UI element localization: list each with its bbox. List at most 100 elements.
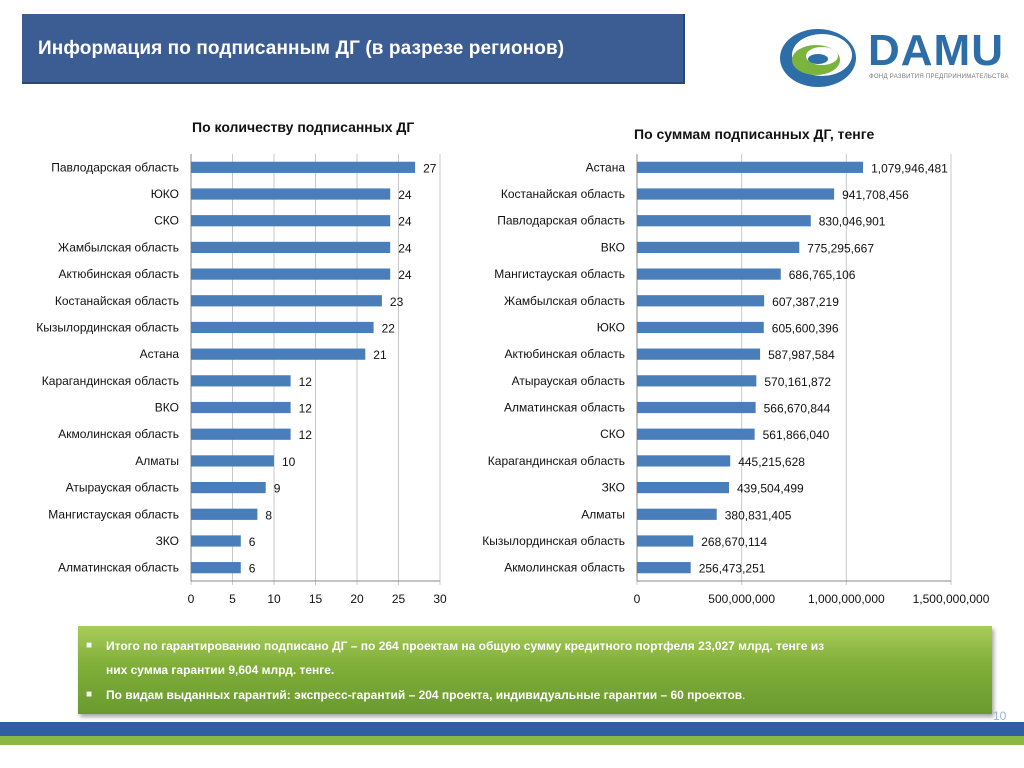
- bar: [191, 241, 391, 254]
- category-label: ЗКО: [602, 481, 625, 495]
- footer-band-green: [0, 736, 1024, 745]
- category-label: ЮКО: [597, 320, 625, 334]
- x-tick-label: 0: [188, 592, 195, 606]
- bar: [637, 161, 864, 173]
- category-label: ЮКО: [151, 187, 179, 201]
- data-label: 380,831,405: [725, 508, 792, 522]
- category-label: Акмолинская область: [504, 561, 625, 575]
- data-label: 21: [373, 348, 387, 362]
- data-label: 445,215,628: [738, 455, 805, 469]
- bar: [191, 508, 258, 520]
- category-label: Актюбинская область: [58, 267, 179, 281]
- bar: [191, 428, 291, 440]
- category-label: Мангистауская область: [494, 267, 625, 281]
- category-label: Жамбылская область: [504, 294, 625, 308]
- category-label: СКО: [600, 427, 625, 441]
- bar: [191, 295, 382, 307]
- data-label: 27: [423, 161, 437, 175]
- x-tick-label: 0: [634, 592, 641, 606]
- data-label: 6: [249, 562, 256, 576]
- bar: [637, 321, 764, 334]
- bar: [637, 455, 731, 467]
- data-label: 570,161,872: [764, 375, 831, 389]
- bar: [191, 268, 391, 280]
- page-number: 10: [993, 709, 1007, 723]
- data-label: 566,670,844: [764, 402, 831, 416]
- category-label: Алматы: [581, 507, 625, 521]
- data-label: 10: [282, 455, 296, 469]
- left-chart-title: По количеству подписанных ДГ: [192, 119, 415, 135]
- x-tick-label: 1,000,000,000: [808, 592, 885, 606]
- data-label: 9: [274, 482, 281, 496]
- bar: [191, 375, 291, 387]
- title-bar: Информация по подписанным ДГ (в разрезе …: [22, 14, 685, 84]
- summary-line-1: Итого по гарантированию подписано ДГ – п…: [106, 639, 825, 653]
- amount-bar-chart: 0 500,000,000 1,000,000,000 1,500,000,000 Ас…: [482, 154, 990, 606]
- bar: [191, 348, 366, 360]
- category-label: Жамбылская область: [58, 240, 179, 254]
- category-label: Актюбинская область: [504, 347, 625, 361]
- bar: [191, 215, 391, 227]
- category-label: СКО: [154, 214, 179, 228]
- damu-logo: DAMU ФОНД РАЗВИТИЯ ПРЕДПРИНИМАТЕЛЬСТВА: [778, 22, 1009, 92]
- x-tick-label: 1,500,000,000: [913, 592, 990, 606]
- data-label: 439,504,499: [737, 482, 804, 496]
- category-label: Акмолинская область: [58, 427, 179, 441]
- x-tick-label: 15: [309, 592, 323, 606]
- category-label: Костанайская область: [55, 294, 179, 308]
- category-label: ЗКО: [156, 534, 179, 548]
- bar: [191, 535, 241, 547]
- bar: [637, 348, 761, 360]
- bar: [191, 562, 241, 574]
- data-label: 256,473,251: [699, 562, 766, 576]
- category-label: Алматы: [135, 454, 179, 468]
- data-label: 587,987,584: [768, 348, 835, 362]
- bar: [191, 321, 374, 334]
- category-label: Алматинская область: [58, 561, 179, 575]
- logo-word: DAMU: [868, 26, 1004, 75]
- data-label: 12: [299, 428, 313, 442]
- x-tick-label: 10: [267, 592, 281, 606]
- bar: [637, 375, 757, 387]
- category-label: Астана: [140, 347, 180, 361]
- data-label: 607,387,219: [772, 295, 839, 309]
- data-label: 830,046,901: [819, 215, 886, 229]
- bar: [637, 188, 835, 200]
- data-label: 12: [299, 402, 313, 416]
- bar: [191, 455, 274, 467]
- bar: [637, 562, 691, 574]
- data-label: 24: [398, 215, 412, 229]
- bar: [637, 215, 811, 227]
- x-tick-label: 25: [392, 592, 406, 606]
- bar: [191, 188, 391, 200]
- bar: [637, 535, 694, 547]
- data-label: 24: [398, 188, 412, 202]
- data-label: 941,708,456: [842, 188, 909, 202]
- bullet-icon: ■: [86, 689, 93, 700]
- category-label: Костанайская область: [501, 187, 625, 201]
- category-label: Карагандинская область: [488, 454, 625, 468]
- category-label: ВКО: [155, 401, 179, 415]
- summary-item-total: ■ Итого по гарантированию подписано ДГ –…: [86, 634, 966, 682]
- bar: [191, 481, 266, 494]
- logo-subtitle: ФОНД РАЗВИТИЯ ПРЕДПРИНИМАТЕЛЬСТВА: [869, 74, 1009, 80]
- data-label: 23: [390, 295, 404, 309]
- bar: [637, 428, 755, 440]
- data-label: 775,295,667: [807, 241, 874, 255]
- x-tick-label: 500,000,000: [708, 592, 775, 606]
- bullet-icon: ■: [86, 640, 93, 651]
- data-label: 561,866,040: [763, 428, 830, 442]
- data-label: 1,079,946,481: [871, 161, 948, 175]
- x-tick-label: 30: [433, 592, 447, 606]
- category-label: Кызылординская область: [36, 320, 179, 334]
- data-label: 22: [382, 321, 396, 335]
- summary-line-2: По видам выданных гарантий: экспресс-гар…: [106, 688, 743, 702]
- data-label: 6: [249, 535, 256, 549]
- x-tick-label: 5: [229, 592, 236, 606]
- category-label: Астана: [586, 160, 626, 174]
- footer-band-blue: [0, 722, 1024, 736]
- data-label: 12: [299, 375, 313, 389]
- category-label: Атырауская область: [66, 481, 179, 495]
- data-label: 24: [398, 268, 412, 282]
- right-chart-title: По суммам подписанных ДГ, тенге: [634, 126, 875, 142]
